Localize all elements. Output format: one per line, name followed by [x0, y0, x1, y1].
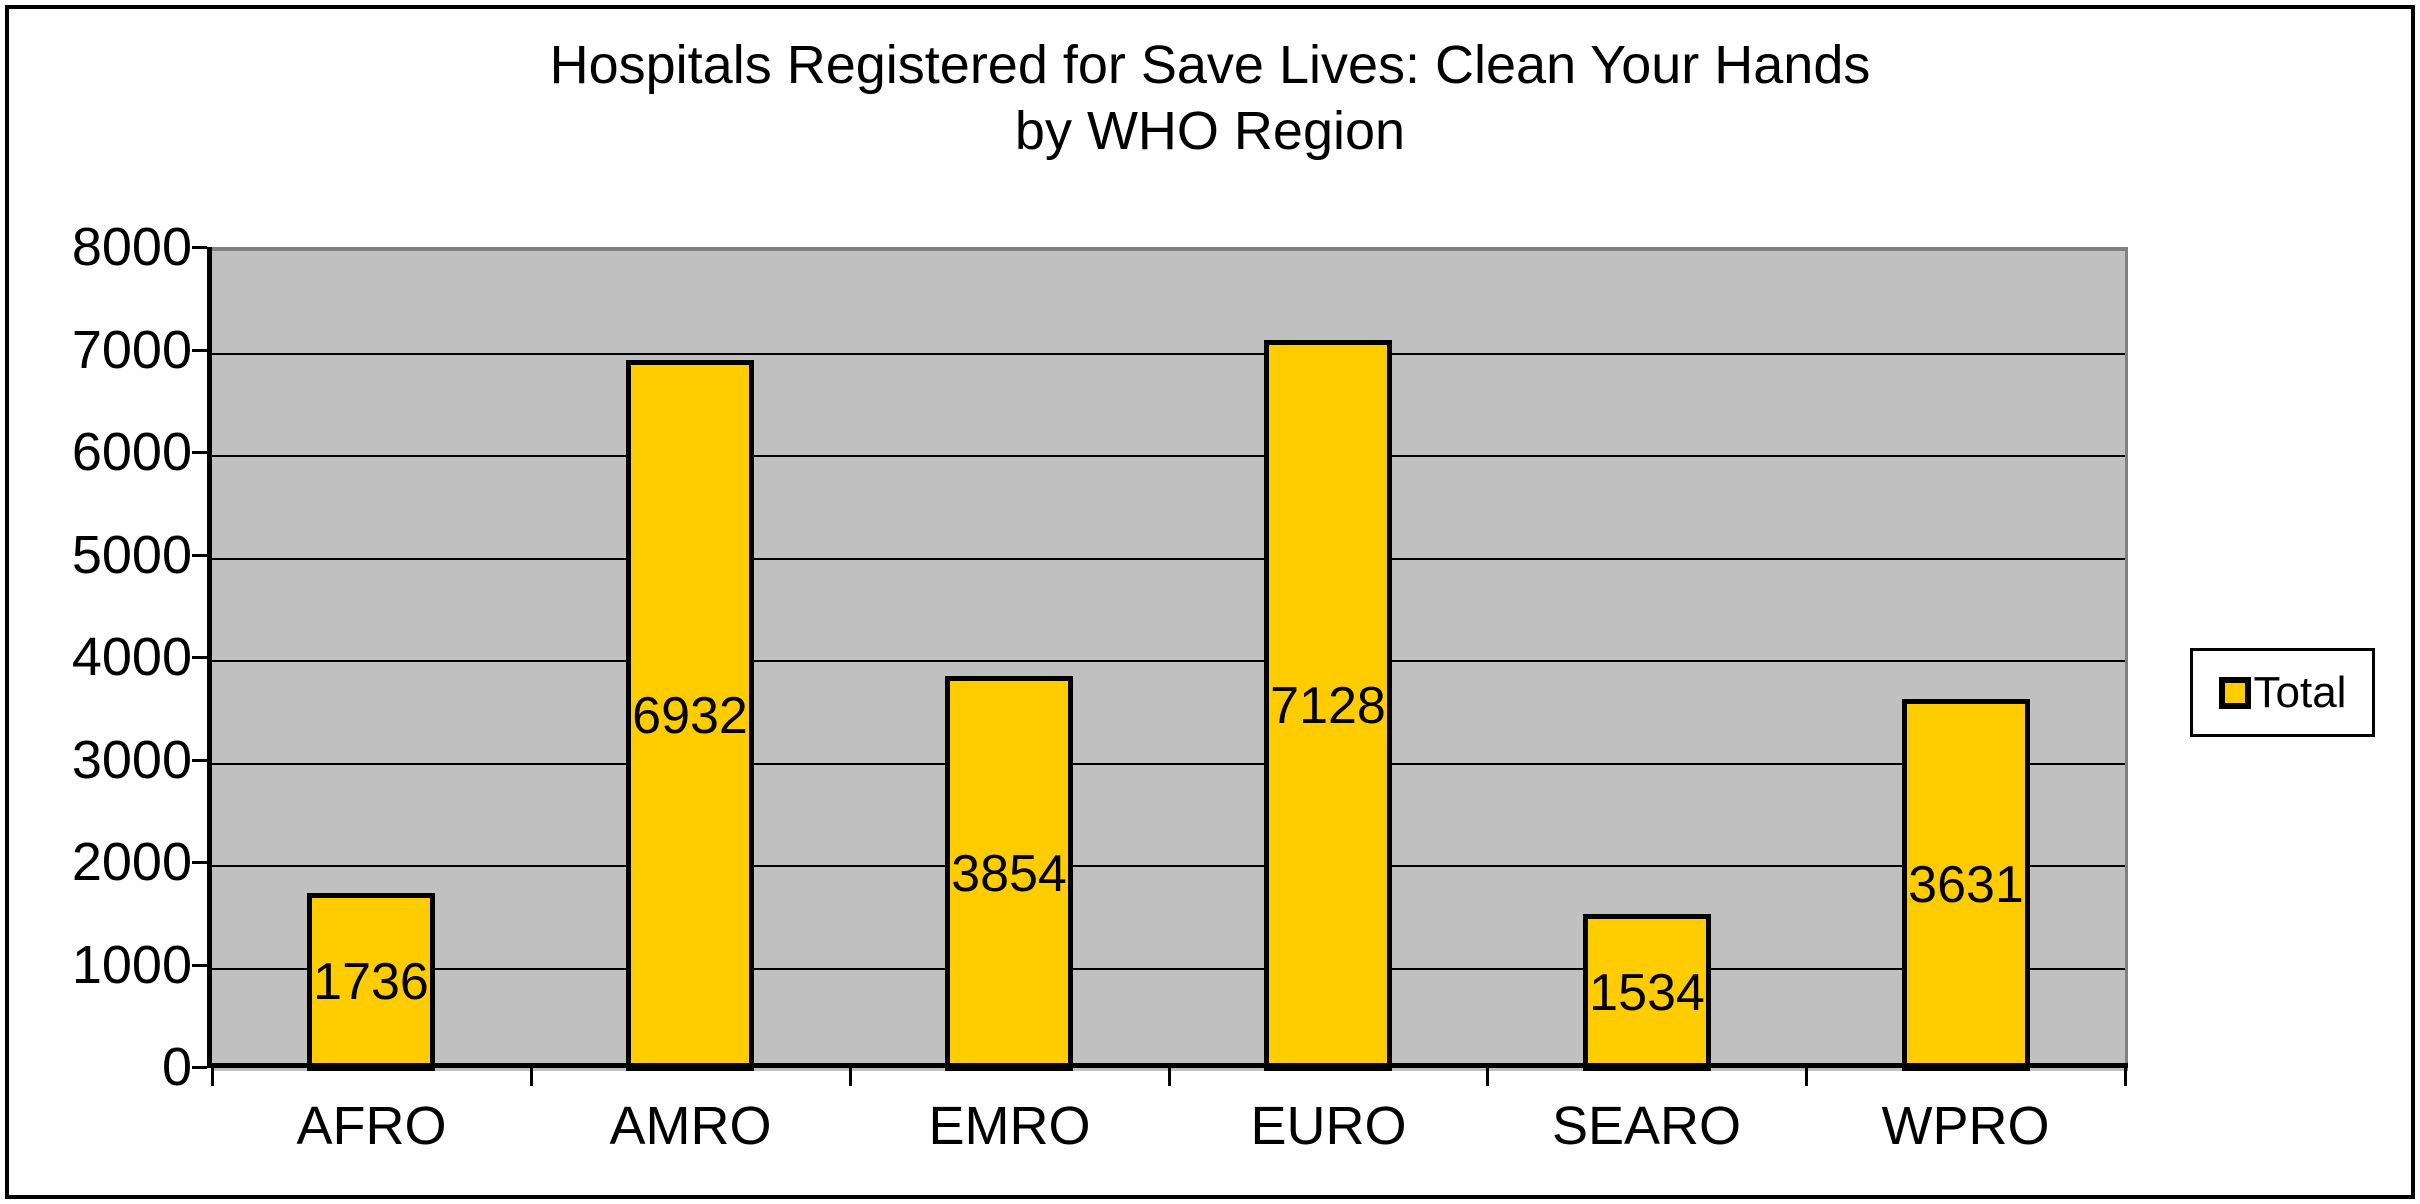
- x-category-label-emro: EMRO: [928, 1096, 1091, 1156]
- y-tick-label-4000: 4000: [71, 627, 192, 687]
- chart-title: Hospitals Registered for Save Lives: Cle…: [0, 32, 2420, 164]
- y-tick-label-6000: 6000: [71, 422, 192, 482]
- x-tick-6: [2124, 1067, 2127, 1086]
- bar-value-label-emro: 3854: [951, 844, 1067, 903]
- chart-title-line2: by WHO Region: [1014, 101, 1406, 161]
- y-tick-7000: [192, 349, 207, 352]
- x-axis-line: [207, 1063, 2128, 1068]
- y-tick-label-8000: 8000: [71, 217, 192, 277]
- x-category-label-euro: EURO: [1250, 1096, 1407, 1156]
- y-tick-8000: [192, 246, 207, 249]
- y-tick-0: [192, 1066, 207, 1069]
- bar-amro: 6932: [626, 360, 754, 1071]
- bar-searo: 1534: [1583, 914, 1711, 1071]
- y-tick-label-0: 0: [161, 1037, 192, 1097]
- y-tick-6000: [192, 451, 207, 454]
- bar-value-label-searo: 1534: [1589, 963, 1705, 1022]
- legend: Total: [2190, 648, 2375, 737]
- bar-wpro: 3631: [1902, 699, 2030, 1071]
- gridline-3000: [212, 762, 2125, 765]
- y-tick-label-7000: 7000: [71, 320, 192, 380]
- x-tick-1: [530, 1067, 533, 1086]
- y-tick-3000: [192, 759, 207, 762]
- y-tick-label-3000: 3000: [71, 730, 192, 790]
- x-category-label-searo: SEARO: [1551, 1096, 1742, 1156]
- gridline-2000: [212, 865, 2125, 867]
- bar-value-label-afro: 1736: [313, 953, 429, 1011]
- bar-value-label-amro: 6932: [632, 686, 748, 745]
- gridline-4000: [212, 660, 2125, 662]
- y-tick-label-1000: 1000: [71, 935, 192, 995]
- bar-euro: 7128: [1264, 340, 1392, 1071]
- y-tick-1000: [192, 964, 207, 967]
- bar-value-label-wpro: 3631: [1908, 856, 2024, 914]
- x-tick-0: [211, 1067, 214, 1086]
- bar-afro: 1736: [307, 893, 435, 1071]
- x-tick-4: [1486, 1067, 1489, 1086]
- x-category-label-wpro: WPRO: [1881, 1096, 2050, 1156]
- y-axis-line: [207, 247, 212, 1068]
- legend-swatch-icon: [2218, 676, 2251, 709]
- y-tick-label-2000: 2000: [71, 832, 192, 892]
- gridline-1000: [212, 967, 2125, 970]
- y-tick-4000: [192, 656, 207, 659]
- bar-value-label-euro: 7128: [1270, 676, 1386, 735]
- x-category-label-amro: AMRO: [609, 1096, 772, 1156]
- legend-label: Total: [2253, 667, 2347, 717]
- x-tick-3: [1168, 1067, 1171, 1086]
- chart-title-line1: Hospitals Registered for Save Lives: Cle…: [549, 35, 1871, 95]
- bar-emro: 3854: [945, 676, 1073, 1071]
- x-tick-5: [1805, 1067, 1808, 1086]
- plot-area: 1736 6932 3854 7128 1534 3631: [212, 247, 2128, 1071]
- y-tick-5000: [192, 554, 207, 557]
- gridline-5000: [212, 557, 2125, 560]
- y-tick-2000: [192, 861, 207, 864]
- x-category-label-afro: AFRO: [296, 1096, 447, 1156]
- gridline-6000: [212, 455, 2125, 457]
- gridline-7000: [212, 352, 2125, 355]
- y-tick-label-5000: 5000: [71, 525, 192, 585]
- x-tick-2: [849, 1067, 852, 1086]
